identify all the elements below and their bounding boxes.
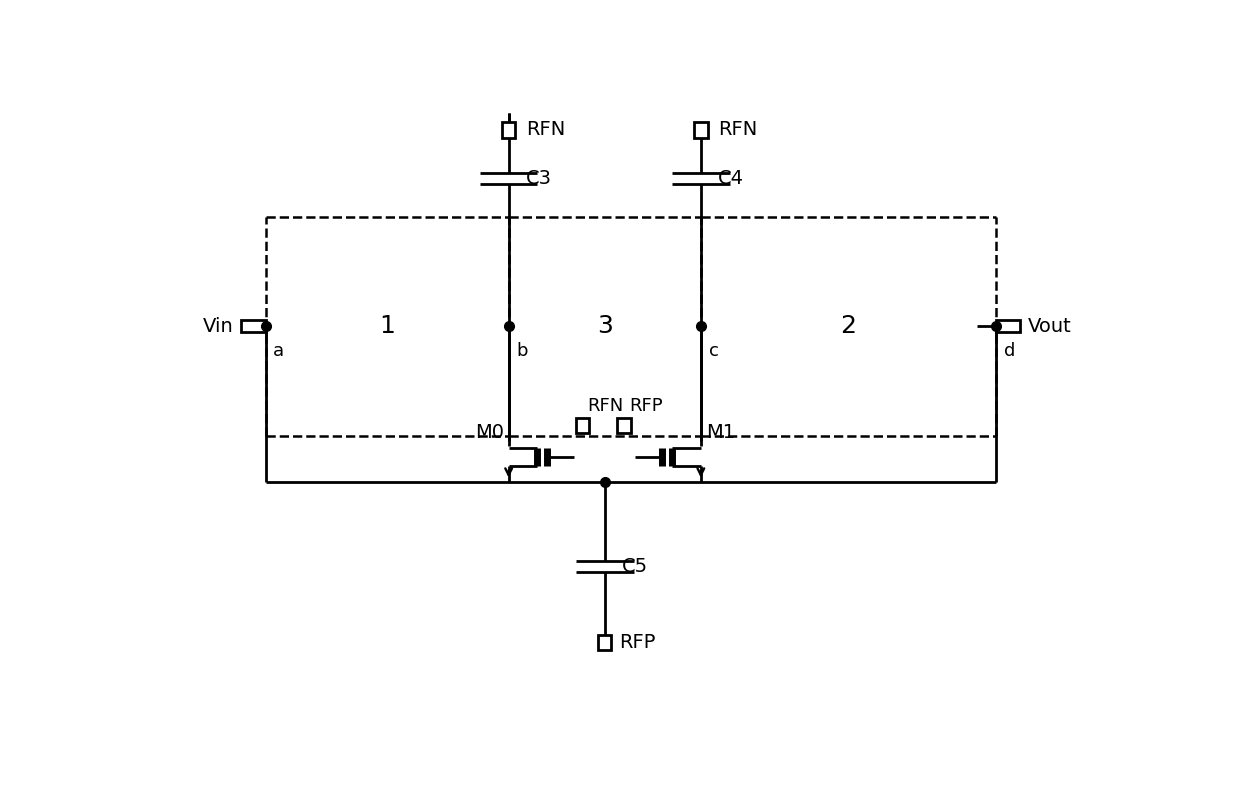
Text: Vout: Vout xyxy=(1028,317,1071,336)
Text: a: a xyxy=(273,342,284,360)
Text: C5: C5 xyxy=(622,558,649,577)
Text: RFN: RFN xyxy=(526,120,565,139)
Bar xyxy=(242,320,265,332)
Text: M1: M1 xyxy=(706,423,735,442)
Text: 3: 3 xyxy=(596,314,613,339)
Bar xyxy=(694,123,708,138)
Bar xyxy=(502,123,516,138)
Text: M0: M0 xyxy=(475,423,503,442)
Text: b: b xyxy=(516,342,528,360)
Text: RFN: RFN xyxy=(718,120,758,139)
Text: d: d xyxy=(1003,342,1014,360)
Text: 1: 1 xyxy=(379,314,396,339)
Text: RFP: RFP xyxy=(629,396,662,414)
Text: RFN: RFN xyxy=(588,396,624,414)
Text: c: c xyxy=(708,342,718,360)
Text: Vin: Vin xyxy=(203,317,234,336)
Text: C3: C3 xyxy=(526,169,552,188)
Bar xyxy=(575,418,589,433)
Bar xyxy=(618,418,631,433)
Bar xyxy=(598,635,611,650)
Text: RFP: RFP xyxy=(619,634,656,653)
Bar xyxy=(996,320,1019,332)
Text: 2: 2 xyxy=(841,314,857,339)
Text: C4: C4 xyxy=(718,169,744,188)
